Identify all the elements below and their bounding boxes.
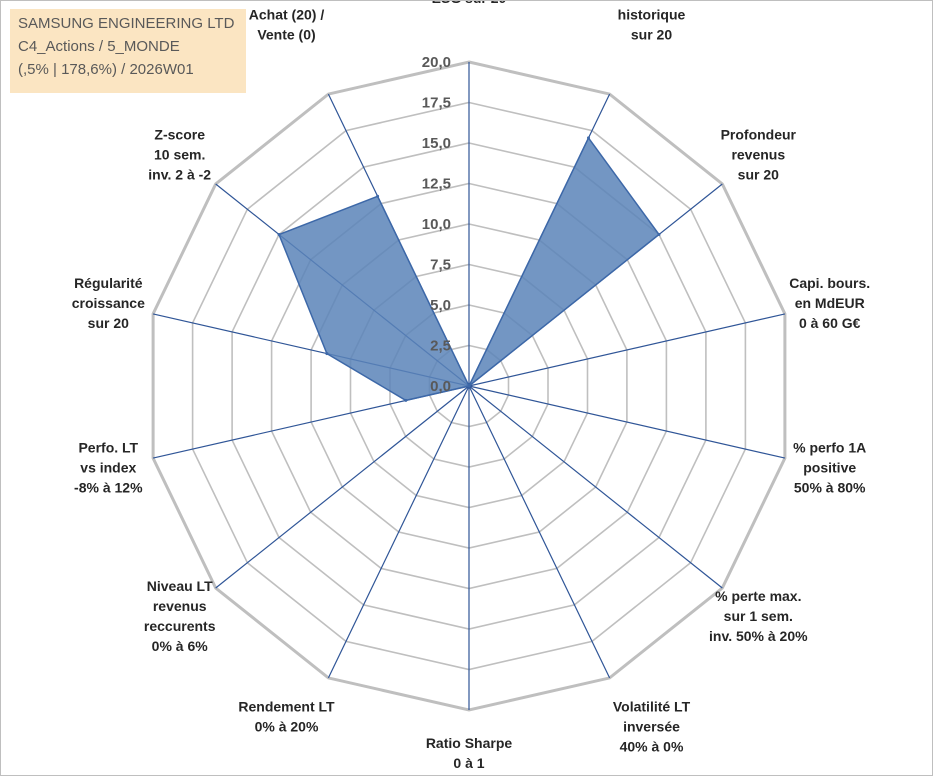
axis-spoke	[468, 313, 786, 387]
tick-label: 12,5	[422, 176, 451, 193]
axis-label-line: Momentum	[249, 1, 324, 3]
axis-label-line: reccurents	[144, 618, 216, 634]
axis-label-line: historique	[618, 7, 686, 23]
axis-label: % perte max. sur 1 sem. inv. 50% à 20%	[709, 588, 808, 644]
axis-label-line: Capi. bours.	[789, 275, 870, 291]
axis-label-line: sur 20	[88, 315, 129, 331]
axis-label-line: Perfo. LT	[78, 440, 138, 456]
axis-label: Régularité croissance sur 20	[72, 275, 145, 331]
axis-spoke	[468, 385, 786, 459]
axis-label-line: inversée	[623, 718, 680, 734]
axis-label-line: Ratio Sharpe	[426, 735, 513, 751]
series-point	[404, 398, 408, 402]
axis-label: Profondeur revenus sur 20	[721, 127, 797, 183]
tick-label: 2,5	[430, 338, 451, 355]
axis-label-line: croissance	[72, 295, 145, 311]
axis-label-line: Volatilité LT	[613, 698, 691, 714]
axis-label-line: 50% à 80%	[794, 480, 866, 496]
tick-label: 5,0	[430, 297, 451, 314]
axis-label: Z-score 10 sem. inv. 2 à -2	[148, 127, 211, 183]
axis-label-line: Vente (0)	[257, 27, 315, 43]
axis-label: Volatilité LT inversée 40% à 0%	[613, 698, 691, 754]
chart-title-company: SAMSUNG ENGINEERING LTD	[18, 15, 235, 32]
axis-label-line: sur 1 sem.	[724, 608, 793, 624]
axis-label-line: inv. 50% à 20%	[709, 628, 808, 644]
tick-label: 7,5	[430, 257, 451, 274]
axis-label-line: vs index	[80, 460, 136, 476]
axis-label: NoteESG sur 20	[432, 1, 507, 6]
axis-label: Capi. bours. en MdEUR 0 à 60 G€	[789, 275, 870, 331]
axis-label-line: Régularité	[74, 275, 143, 291]
axis-label-line: Z-score	[154, 127, 205, 143]
series-point	[657, 233, 661, 236]
series-point	[277, 233, 281, 236]
axis-label-line: 0 à 1	[453, 755, 484, 771]
radar-axis-labels: NoteESG sur 20 Profondeur historique sur 20…	[72, 1, 870, 771]
axis-label-line: sur 20	[738, 167, 779, 183]
tick-label: 15,0	[422, 135, 451, 152]
radar-series	[277, 136, 661, 402]
axis-label-line: 0% à 20%	[255, 718, 319, 734]
axis-label-line: Rendement LT	[238, 698, 335, 714]
axis-label-line: Niveau LT	[147, 578, 213, 594]
tick-label: 0,0	[430, 378, 451, 395]
axis-label-line: inv. 2 à -2	[148, 167, 211, 183]
axis-label-line: en MdEUR	[795, 295, 865, 311]
axis-label: Momentum Achat (20) / Vente (0)	[249, 1, 325, 43]
axis-spoke	[468, 385, 723, 589]
series-point	[376, 194, 380, 198]
chart-title-portfolio: C4_Actions / 5_MONDE	[18, 38, 180, 55]
axis-spoke	[327, 385, 470, 679]
axis-label-line: Profondeur	[721, 127, 797, 143]
axis-label-line: 0% à 6%	[152, 638, 209, 654]
axis-label: Niveau LT revenus reccurents 0% à 6%	[144, 578, 216, 654]
axis-spoke	[215, 385, 470, 589]
tick-label: 20,0	[422, 54, 451, 71]
axis-label: Profondeur historique sur 20	[614, 1, 690, 43]
axis-label-line: positive	[803, 460, 856, 476]
axis-spoke	[468, 385, 611, 679]
axis-label-line: revenus	[731, 147, 785, 163]
axis-label-line: ESG sur 20	[432, 1, 507, 6]
axis-label: Rendement LT 0% à 20%	[238, 698, 335, 734]
axis-label-line: -8% à 12%	[74, 480, 143, 496]
radar-tick-labels: 0,0 2,5 5,0 7,5 10,0 12,5 15,0 17,5 20,0	[422, 54, 451, 395]
axis-label: % perfo 1A positive 50% à 80%	[793, 440, 866, 496]
chart-title-period: (,5% | 178,6%) / 2026W01	[18, 61, 194, 78]
series-point	[325, 352, 329, 356]
tick-label: 17,5	[422, 95, 451, 112]
axis-label-line: revenus	[153, 598, 207, 614]
axis-label-line: Profondeur	[614, 1, 690, 3]
axis-label-line: 0 à 60 G€	[799, 315, 861, 331]
axis-label-line: % perfo 1A	[793, 440, 866, 456]
axis-label-line: 40% à 0%	[620, 738, 684, 754]
chart-title-box: SAMSUNG ENGINEERING LTD C4_Actions / 5_M…	[10, 9, 246, 93]
axis-label-line: % perte max.	[715, 588, 801, 604]
series-point	[587, 136, 590, 140]
axis-label: Ratio Sharpe 0 à 1	[426, 735, 513, 771]
axis-label-line: sur 20	[631, 27, 672, 43]
axis-label-line: Achat (20) /	[249, 7, 325, 23]
series-point	[467, 384, 471, 388]
axis-label: Perfo. LT vs index -8% à 12%	[74, 440, 143, 496]
axis-label-line: 10 sem.	[154, 147, 205, 163]
tick-label: 10,0	[422, 216, 451, 233]
